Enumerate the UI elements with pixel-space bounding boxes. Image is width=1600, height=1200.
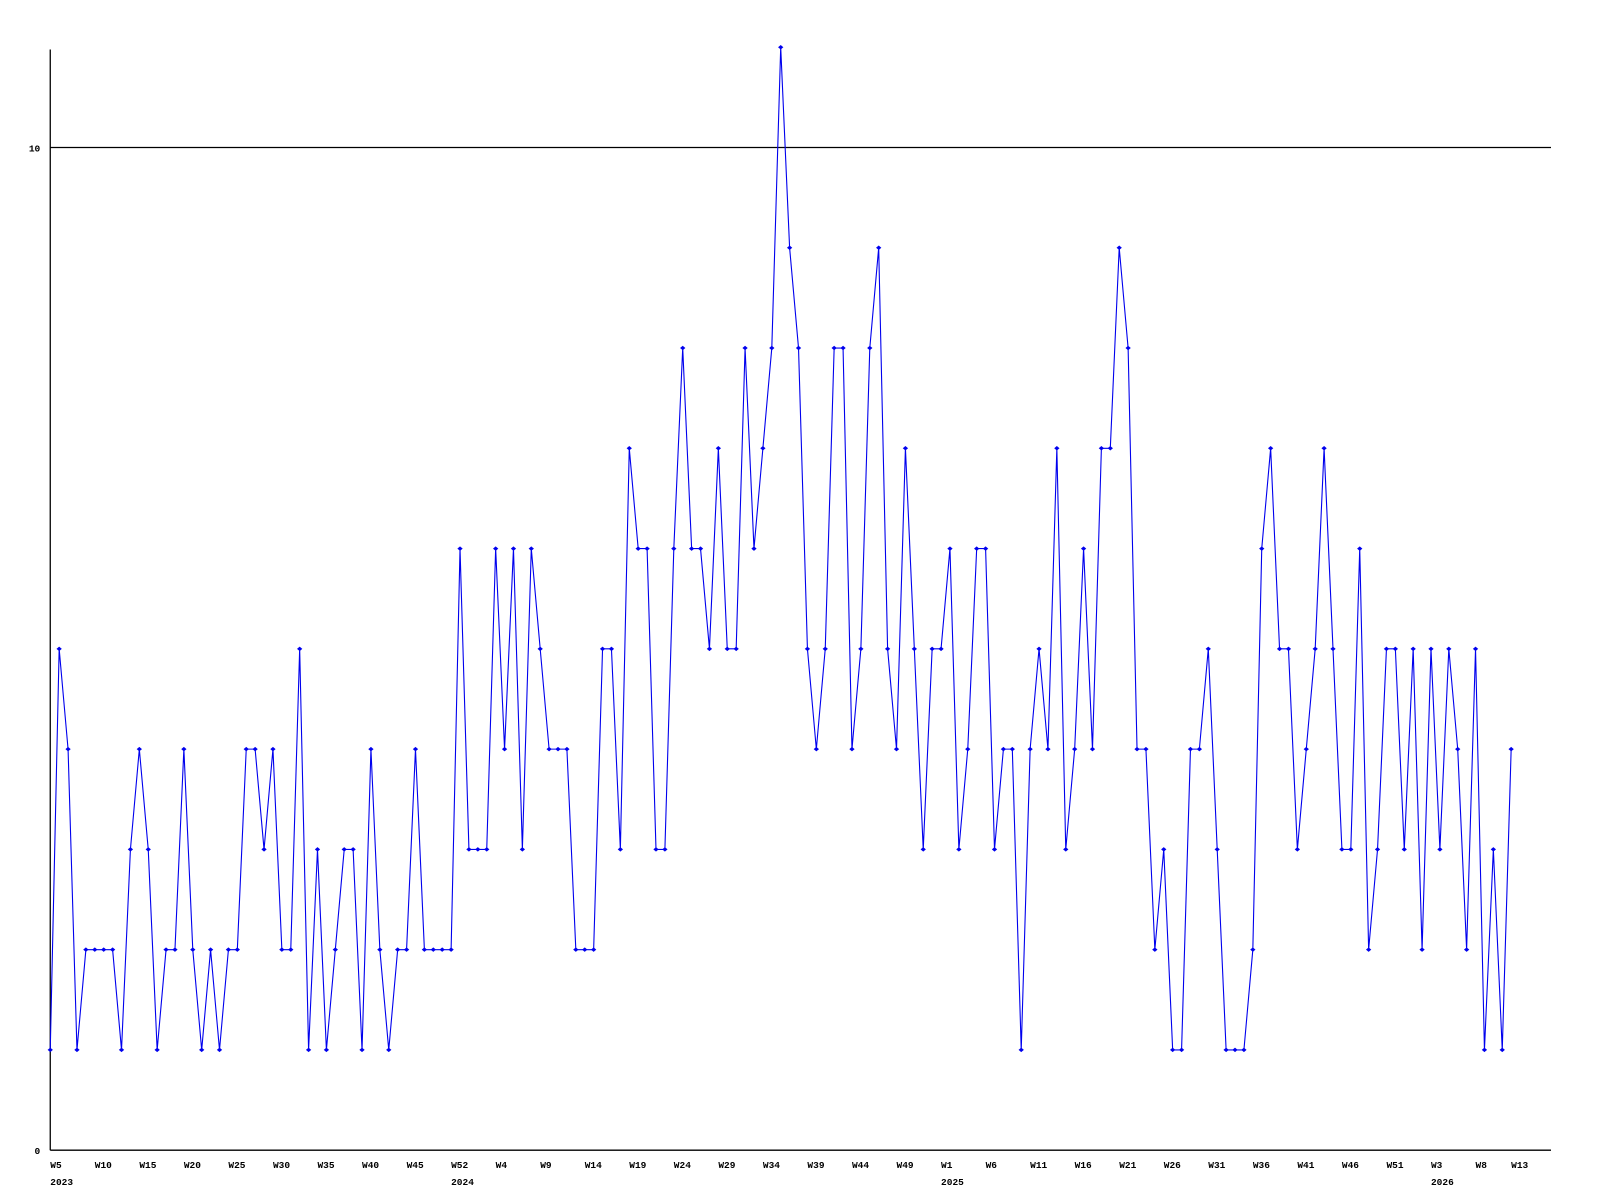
svg-text:W16: W16 <box>1075 1160 1092 1171</box>
svg-text:W41: W41 <box>1297 1160 1314 1171</box>
svg-text:W51: W51 <box>1386 1160 1403 1171</box>
svg-text:W49: W49 <box>897 1160 914 1171</box>
svg-text:W26: W26 <box>1164 1160 1181 1171</box>
svg-text:W40: W40 <box>362 1160 379 1171</box>
svg-text:2024: 2024 <box>451 1177 474 1188</box>
svg-text:W9: W9 <box>540 1160 552 1171</box>
svg-text:W31: W31 <box>1208 1160 1225 1171</box>
svg-text:W3: W3 <box>1431 1160 1443 1171</box>
svg-text:W21: W21 <box>1119 1160 1136 1171</box>
svg-text:W44: W44 <box>852 1160 869 1171</box>
svg-text:W25: W25 <box>228 1160 245 1171</box>
svg-text:W36: W36 <box>1253 1160 1270 1171</box>
svg-text:W14: W14 <box>585 1160 602 1171</box>
svg-text:2025: 2025 <box>941 1177 964 1188</box>
svg-text:W6: W6 <box>986 1160 998 1171</box>
svg-text:W24: W24 <box>674 1160 691 1171</box>
svg-text:W29: W29 <box>718 1160 735 1171</box>
svg-text:W13: W13 <box>1511 1160 1528 1171</box>
svg-text:W39: W39 <box>807 1160 824 1171</box>
svg-text:W52: W52 <box>451 1160 468 1171</box>
svg-text:W45: W45 <box>407 1160 424 1171</box>
svg-text:W34: W34 <box>763 1160 780 1171</box>
svg-text:W15: W15 <box>139 1160 156 1171</box>
svg-text:W19: W19 <box>629 1160 646 1171</box>
svg-text:W20: W20 <box>184 1160 201 1171</box>
svg-text:W46: W46 <box>1342 1160 1359 1171</box>
svg-text:W8: W8 <box>1476 1160 1488 1171</box>
svg-text:W11: W11 <box>1030 1160 1047 1171</box>
svg-text:10: 10 <box>29 144 41 155</box>
svg-text:2026: 2026 <box>1431 1177 1454 1188</box>
svg-text:2023: 2023 <box>50 1177 73 1188</box>
svg-text:W5: W5 <box>50 1160 62 1171</box>
svg-text:W1: W1 <box>941 1160 953 1171</box>
svg-text:W35: W35 <box>317 1160 334 1171</box>
svg-text:W10: W10 <box>95 1160 112 1171</box>
svg-text:0: 0 <box>35 1146 41 1157</box>
svg-text:W30: W30 <box>273 1160 290 1171</box>
svg-text:W4: W4 <box>496 1160 508 1171</box>
